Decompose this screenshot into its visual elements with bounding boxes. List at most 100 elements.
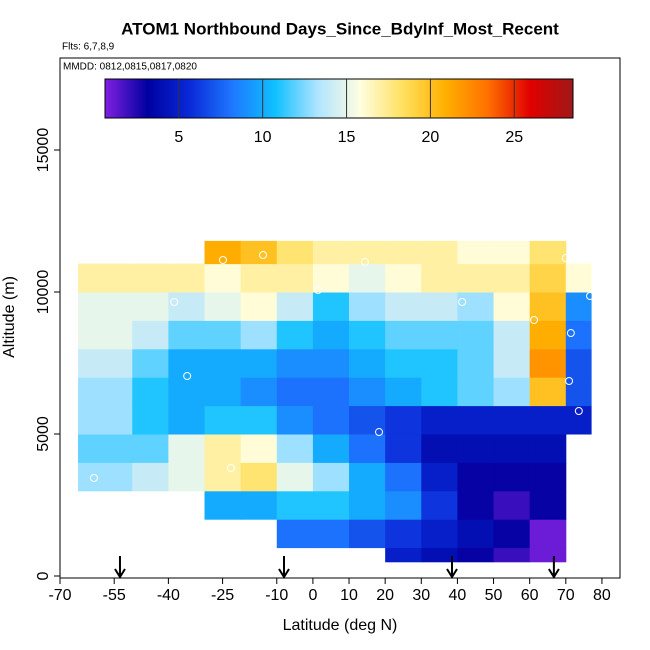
heat-cell	[168, 348, 206, 378]
heat-cell	[132, 263, 169, 293]
x-tick-label: -40	[157, 587, 180, 604]
heat-cell	[493, 434, 531, 463]
heat-cell	[529, 240, 567, 265]
flight-point	[170, 298, 179, 307]
heat-cell	[493, 462, 531, 492]
heat-cell	[493, 519, 531, 549]
flight-point	[313, 286, 322, 295]
heat-cell	[240, 263, 278, 293]
colorbar-tick-label: 25	[505, 129, 523, 146]
x-tick-label: 30	[412, 587, 430, 604]
arrow-head	[114, 568, 126, 579]
heat-cell	[276, 240, 314, 265]
heat-cell	[385, 519, 422, 549]
heat-cell	[240, 434, 278, 463]
heat-cell	[457, 405, 495, 435]
heat-cell	[276, 348, 314, 378]
heat-cell	[421, 462, 458, 492]
heat-cell	[240, 320, 278, 350]
heat-cell	[421, 405, 458, 435]
heat-cell	[132, 434, 169, 463]
colorbar-tick-label: 15	[338, 129, 356, 146]
heat-cell	[385, 292, 422, 321]
heat-cell	[78, 405, 133, 435]
heat-cell	[421, 263, 458, 293]
heat-cell	[240, 490, 278, 520]
heat-cell	[349, 377, 386, 407]
arrow	[114, 556, 126, 579]
x-tick-label: 0	[308, 587, 317, 604]
colorbar-tick-label: 5	[174, 129, 183, 146]
heat-cell	[312, 434, 350, 463]
heat-cell	[312, 292, 350, 321]
arrow	[548, 556, 560, 579]
heat-cell	[349, 519, 386, 549]
heat-cell	[493, 263, 531, 293]
heat-cell	[349, 348, 386, 378]
heat-cell	[240, 348, 278, 378]
heat-cell	[312, 405, 350, 435]
arrow	[278, 556, 290, 579]
heat-cell	[421, 519, 458, 549]
heat-cell	[132, 462, 169, 492]
heat-cell	[493, 377, 531, 407]
x-tick-label: 50	[485, 587, 503, 604]
heat-cell	[168, 320, 206, 350]
heat-cell	[529, 405, 567, 435]
heat-cell	[349, 240, 386, 265]
y-axis-label: Altitude (m)	[1, 276, 18, 358]
heat-cell	[78, 320, 133, 350]
heat-cell	[349, 490, 386, 520]
flight-point	[458, 298, 467, 307]
heat-cell	[276, 434, 314, 463]
heat-cell	[385, 405, 422, 435]
heat-cell	[276, 320, 314, 350]
heat-cell	[457, 490, 495, 520]
heat-cell	[240, 292, 278, 321]
heat-cell	[78, 292, 133, 321]
x-tick-label: -55	[103, 587, 126, 604]
heat-cell	[204, 405, 242, 435]
heat-cell	[204, 348, 242, 378]
heat-cell	[204, 320, 242, 350]
flight-point	[565, 377, 574, 386]
heat-cell	[385, 462, 422, 492]
x-tick-label: 70	[557, 587, 575, 604]
heat-cell	[132, 348, 169, 378]
heat-cell	[204, 240, 242, 265]
heat-cell	[457, 348, 495, 378]
heat-cell	[276, 462, 314, 492]
heat-cell	[240, 405, 278, 435]
heat-cell	[312, 377, 350, 407]
heat-cell	[385, 320, 422, 350]
heat-cell	[493, 490, 531, 520]
heat-cell	[349, 320, 386, 350]
heat-cell	[529, 348, 567, 378]
heat-cell	[529, 320, 567, 350]
x-tick-label: 10	[340, 587, 358, 604]
heat-cell	[493, 292, 531, 321]
heat-cell	[78, 263, 133, 293]
heat-cell	[312, 519, 350, 549]
flight-point	[530, 316, 539, 325]
heat-cell	[312, 320, 350, 350]
heat-cell	[421, 434, 458, 463]
heat-cell	[385, 263, 422, 293]
heat-cell	[457, 519, 495, 549]
heat-cell	[457, 320, 495, 350]
x-tick-label: 60	[521, 587, 539, 604]
heat-cell	[168, 292, 206, 321]
heat-cell	[132, 377, 169, 407]
heat-cell	[421, 240, 458, 265]
heat-cell	[385, 240, 422, 265]
y-tick-label: 10000	[35, 270, 52, 315]
heat-cell	[385, 348, 422, 378]
heat-cell	[312, 490, 350, 520]
heat-cell	[204, 434, 242, 463]
heat-cell	[240, 240, 278, 265]
heat-cell	[529, 490, 567, 520]
x-tick-label: -70	[48, 587, 71, 604]
flight-point	[375, 428, 384, 437]
heat-cell	[493, 348, 531, 378]
